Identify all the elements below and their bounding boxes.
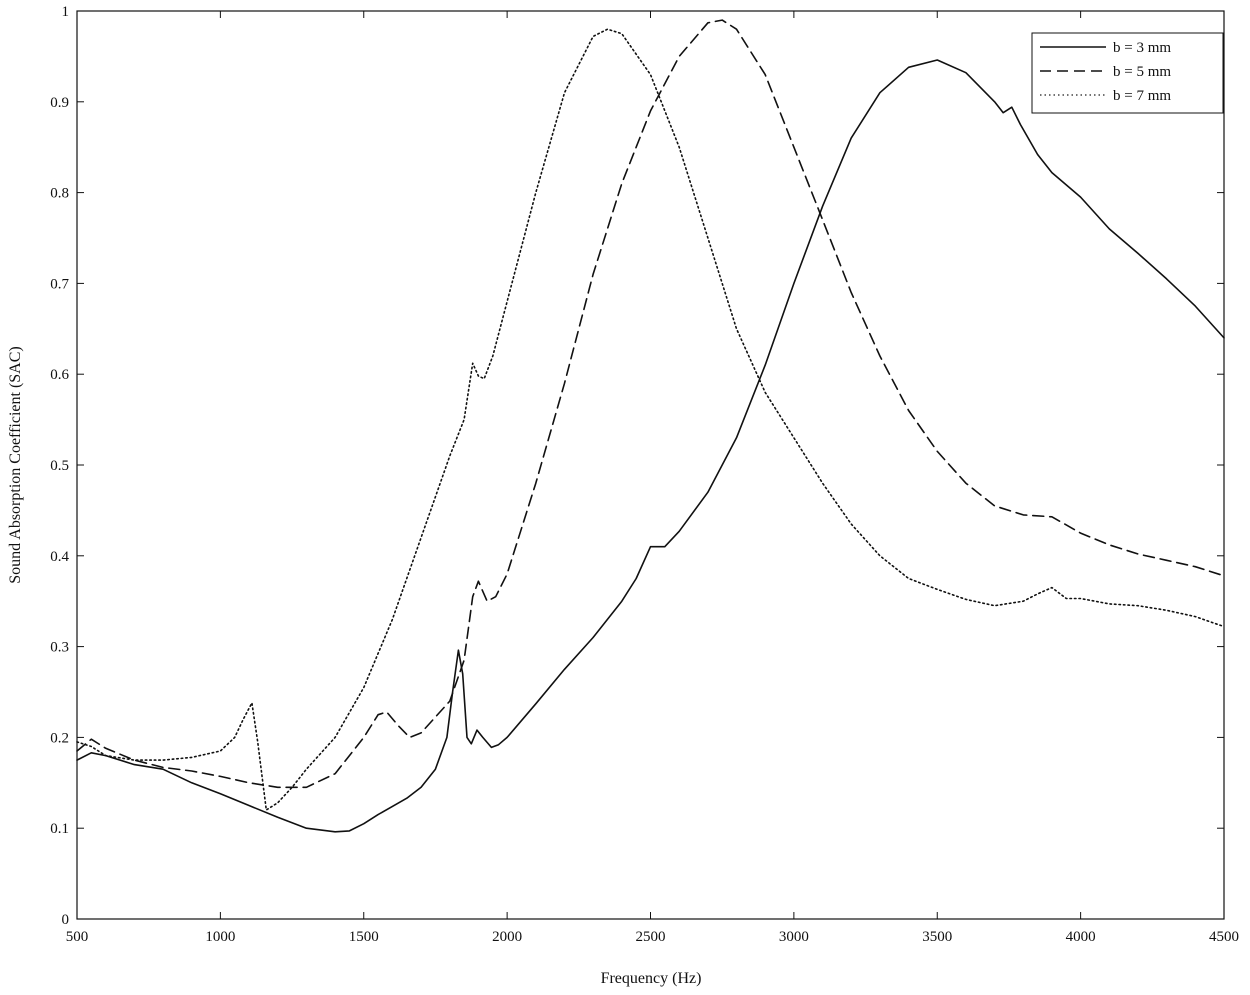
legend-label-1: b = 3 mm	[1113, 40, 1171, 56]
plot-area	[76, 10, 1225, 920]
legend-label-3: b = 7 mm	[1113, 88, 1171, 104]
y-tick-labels: 0 0.1 0.2 0.3 0.4 0.5 0.6 0.7 0.8 0.9 1	[50, 4, 69, 928]
x-tick-label: 500	[66, 929, 89, 945]
y-tick-label: 0.6	[50, 367, 69, 383]
y-tick-label: 0.3	[50, 640, 69, 656]
x-tick-label: 1500	[349, 929, 379, 945]
y-tick-label: 0.9	[50, 95, 69, 111]
y-tick-label: 1	[62, 4, 70, 20]
legend-label-2: b = 5 mm	[1113, 64, 1171, 80]
x-tick-label: 4500	[1209, 929, 1239, 945]
x-tick-label: 2500	[636, 929, 666, 945]
series-lines	[76, 19, 1225, 833]
series-line-3	[76, 28, 1225, 811]
y-tick-label: 0.5	[50, 458, 69, 474]
x-tick-label: 2000	[492, 929, 522, 945]
y-tick-label: 0	[62, 912, 70, 928]
y-tick-label: 0.4	[50, 549, 69, 565]
series-line-1	[76, 59, 1225, 833]
y-tick-label: 0.1	[50, 821, 69, 837]
y-tick-label: 0.2	[50, 730, 69, 746]
x-tick-label: 1000	[205, 929, 235, 945]
y-tick-label: 0.7	[50, 276, 69, 292]
y-tick-label: 0.8	[50, 186, 69, 202]
x-tick-labels: 500 1000 1500 2000 2500 3000 3500 4000 4500	[66, 929, 1239, 945]
series-line-2	[76, 19, 1225, 789]
x-axis-label: Frequency (Hz)	[601, 970, 702, 987]
legend: b = 3 mm b = 5 mm b = 7 mm	[1031, 32, 1224, 114]
x-tick-label: 3500	[922, 929, 952, 945]
x-tick-label: 4000	[1066, 929, 1096, 945]
y-axis-label: Sound Absorption Coefficient (SAC)	[7, 346, 24, 583]
x-tick-label: 3000	[779, 929, 809, 945]
